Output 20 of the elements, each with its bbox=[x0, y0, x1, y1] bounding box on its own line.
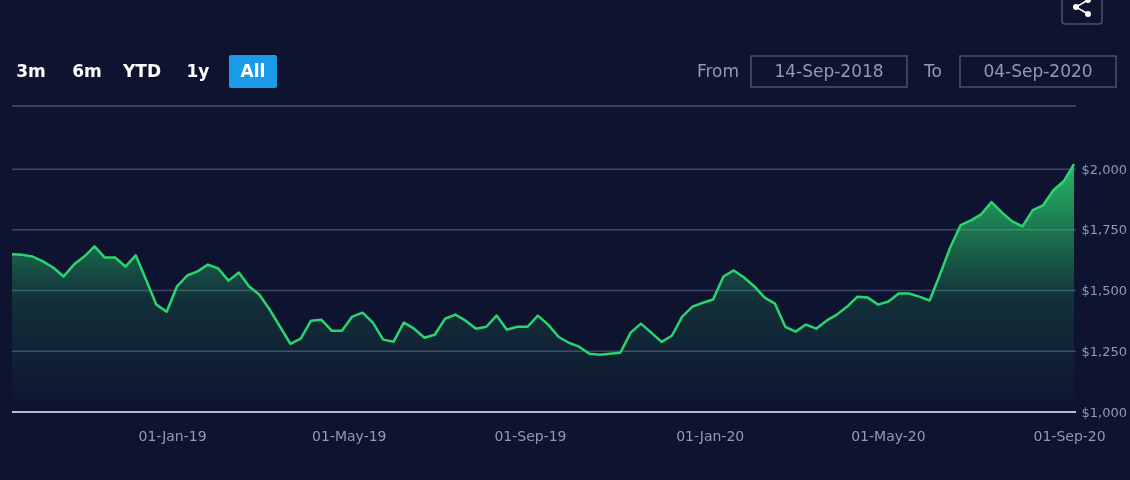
y-tick-label: $2,000 bbox=[1081, 161, 1127, 177]
text: To bbox=[923, 61, 942, 81]
y-tick-label: $1,750 bbox=[1081, 222, 1127, 238]
x-tick-label: 01-Jan-19 bbox=[138, 428, 207, 444]
text: 04-Sep-2020 bbox=[983, 61, 1093, 81]
text: YTD bbox=[121, 61, 162, 81]
text: From bbox=[696, 61, 739, 81]
text: 14-Sep-2018 bbox=[774, 61, 884, 81]
x-tick-label: 01-May-19 bbox=[312, 428, 387, 444]
y-tick-label: $1,500 bbox=[1081, 283, 1127, 299]
text: All bbox=[240, 61, 266, 81]
text: 3m bbox=[16, 61, 46, 81]
y-tick-label: $1,000 bbox=[1081, 404, 1127, 420]
text: 1y bbox=[186, 61, 210, 81]
x-tick-label: 01-Jan-20 bbox=[676, 428, 745, 444]
x-tick-label: 01-Sep-19 bbox=[494, 428, 567, 444]
y-tick-label: $1,250 bbox=[1081, 343, 1127, 359]
x-tick-label: 01-May-20 bbox=[851, 428, 926, 444]
text: 6m bbox=[72, 61, 102, 81]
x-tick-label: 01-Sep-20 bbox=[1033, 428, 1106, 444]
